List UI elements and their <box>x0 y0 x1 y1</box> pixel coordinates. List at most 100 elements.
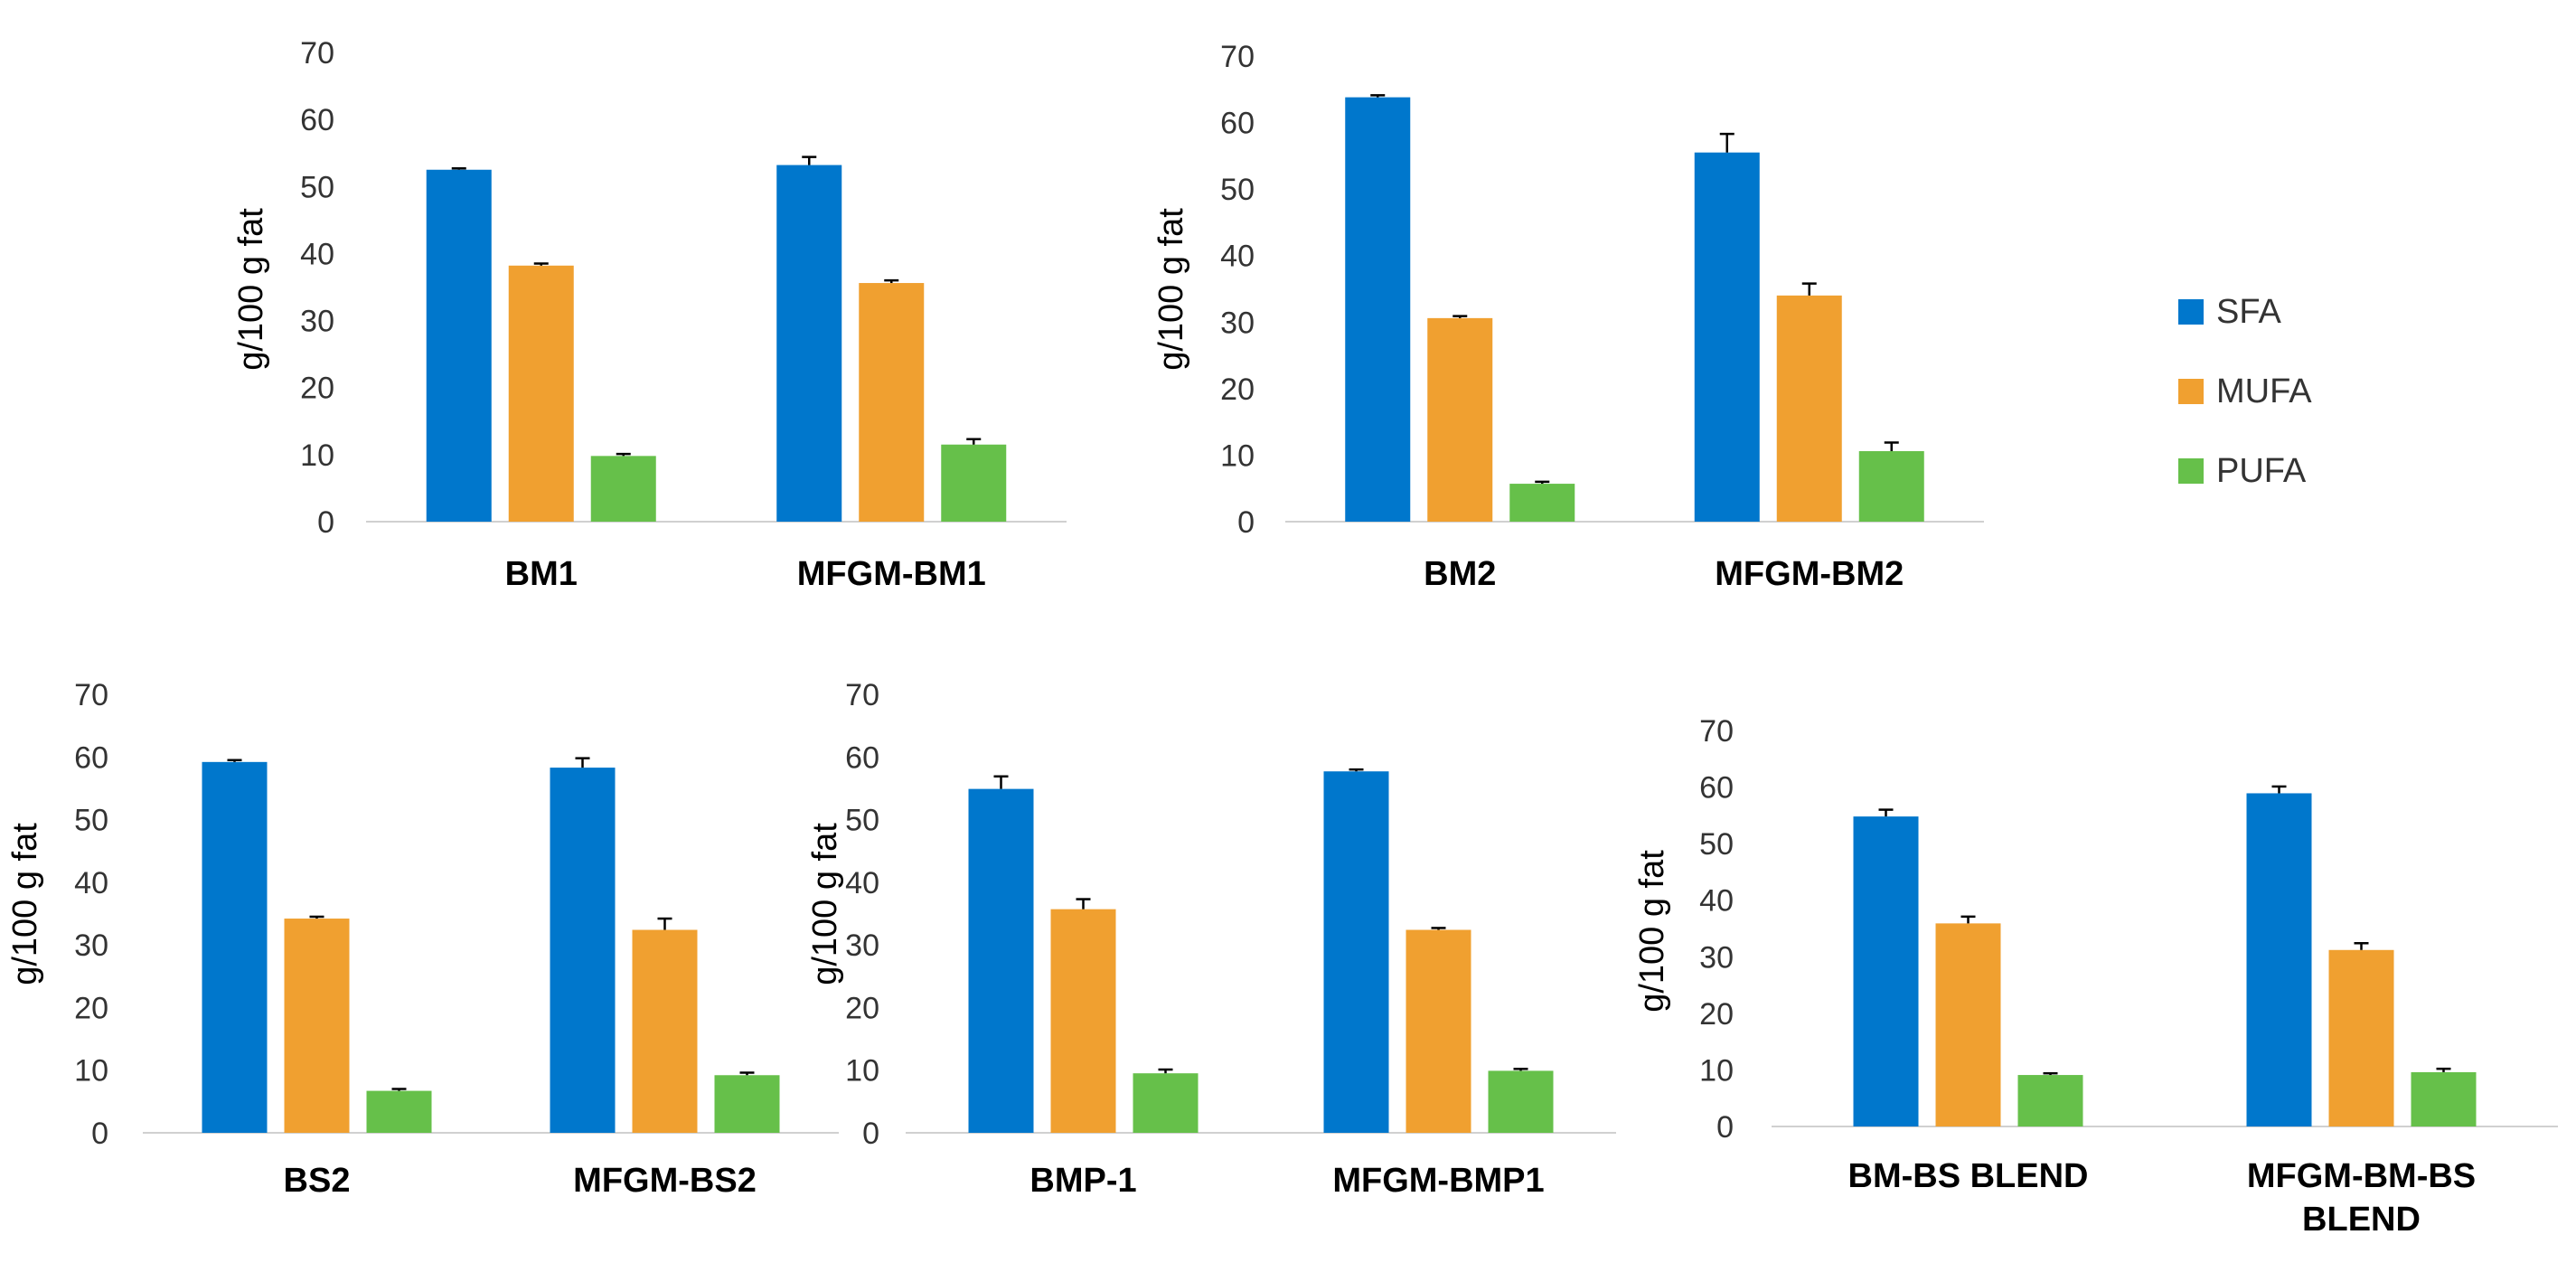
panel2-bar-pufa <box>1858 451 1924 522</box>
panel5-category-label-line: BLEND <box>2302 1201 2421 1239</box>
panel5-ytick-label: 0 <box>1716 1110 1734 1145</box>
panel5-category-label: MFGM-BM-BS BLEND <box>2247 1157 2476 1239</box>
panel4-ytick-label: 30 <box>845 928 879 963</box>
panel1-ylabel: g/100 g fat <box>232 208 270 371</box>
panel4-bar-mufa <box>1406 929 1471 1133</box>
panel2-category-label-line: BM2 <box>1424 555 1496 593</box>
panel4-ytick-label: 10 <box>845 1054 879 1089</box>
panel5-bar-mufa <box>1935 923 2001 1126</box>
panel2-ytick-label: 40 <box>1220 240 1255 274</box>
panel5-bar-pufa <box>2017 1075 2083 1126</box>
panel5-ylabel: g/100 g fat <box>1633 850 1671 1013</box>
panel5-ytick-label: 10 <box>1699 1053 1734 1088</box>
panel2-ytick-label: 20 <box>1220 372 1255 407</box>
panel4-ytick-label: 0 <box>862 1117 879 1151</box>
panel3-ytick-label: 20 <box>74 991 108 1025</box>
panel3-ytick-label: 70 <box>74 678 108 712</box>
panel3-category-label-line: MFGM-BS2 <box>573 1162 757 1200</box>
panel4-bar-pufa <box>1488 1070 1554 1133</box>
panel1-category-label-line: MFGM-BM1 <box>797 555 986 593</box>
panel1-ytick-label: 10 <box>300 438 334 473</box>
panel5-ytick-label: 20 <box>1699 997 1734 1032</box>
panel4-ytick-label: 40 <box>845 866 879 900</box>
legend-swatch-sfa <box>2178 299 2204 325</box>
legend-label-pufa: PUFA <box>2216 451 2307 490</box>
panel3-ylabel: g/100 g fat <box>6 823 44 985</box>
legend-swatch-mufa <box>2178 379 2204 404</box>
panel1-ytick-label: 60 <box>300 103 334 137</box>
panel1-bar-pufa <box>941 444 1007 522</box>
panel3-category-label-line: BS2 <box>284 1162 351 1200</box>
panel4-ytick-label: 70 <box>845 678 879 712</box>
panel3-category-label: MFGM-BS2 <box>573 1162 757 1200</box>
panel2-ytick-label: 60 <box>1220 107 1255 141</box>
panel2-category-label-line: MFGM-BM2 <box>1715 555 1904 593</box>
panel5-bar-pufa <box>2411 1071 2477 1126</box>
panel2-ytick-label: 10 <box>1220 438 1255 473</box>
legend-item-pufa: PUFA <box>2178 448 2306 494</box>
panel4-bar-sfa <box>1323 771 1389 1133</box>
panel3-bar-pufa <box>366 1090 432 1133</box>
panel3-ytick-label: 40 <box>74 866 108 900</box>
panel2-ylabel: g/100 g fat <box>1152 208 1190 371</box>
panel3-ytick-label: 30 <box>74 928 108 963</box>
panel5-category-label-line: BM-BS BLEND <box>1848 1157 2089 1195</box>
panel1-bar-pufa <box>590 456 656 522</box>
panel3-category-label: BS2 <box>284 1162 351 1200</box>
panel4-ytick-label: 20 <box>845 991 879 1025</box>
panel1-ytick-label: 40 <box>300 237 334 271</box>
panel3-bar-mufa <box>284 919 350 1133</box>
panel4-category-label-line: MFGM-BMP1 <box>1332 1162 1544 1200</box>
panel3-ytick-label: 0 <box>91 1117 108 1151</box>
panel4-category-label: BMP-1 <box>1029 1162 1136 1200</box>
panel2-bar-sfa <box>1694 152 1760 522</box>
panel5-bar-mufa <box>2328 949 2394 1126</box>
panel1-ytick-label: 0 <box>317 505 334 540</box>
panel5-ytick-label: 40 <box>1699 884 1734 919</box>
panel5-category-label-line: MFGM-BM-BS <box>2247 1157 2476 1195</box>
panel5-bar-sfa <box>1853 816 1919 1126</box>
panel4-bar-sfa <box>968 788 1034 1133</box>
panel5-category-label: BM-BS BLEND <box>1848 1157 2089 1195</box>
panel3-bar-sfa <box>550 768 616 1133</box>
panel4-category-label-line: BMP-1 <box>1029 1162 1136 1200</box>
panel3-bar-sfa <box>202 761 268 1133</box>
panel4-bar-pufa <box>1133 1073 1199 1133</box>
panel1-ytick-label: 20 <box>300 372 334 406</box>
panel4-bar-mufa <box>1050 909 1116 1133</box>
panel1-category-label-line: BM1 <box>505 555 578 593</box>
panel4-ytick-label: 50 <box>845 804 879 838</box>
panel5-ytick-label: 60 <box>1699 771 1734 806</box>
panel1-ytick-label: 70 <box>300 36 334 71</box>
panel1-category-label: MFGM-BM1 <box>797 555 986 593</box>
legend-label-sfa: SFA <box>2216 292 2281 331</box>
legend: SFA MUFA PUFA <box>2178 289 2413 524</box>
panel1-category-label: BM1 <box>505 555 578 593</box>
panel3-ytick-label: 60 <box>74 740 108 775</box>
panel1-bar-mufa <box>508 265 574 522</box>
panel2-bar-mufa <box>1776 295 1842 522</box>
panel3-bar-pufa <box>714 1075 780 1133</box>
panel1-bar-mufa <box>859 283 925 522</box>
panel1-ytick-label: 50 <box>300 170 334 204</box>
panel5-bar-sfa <box>2246 793 2312 1126</box>
panel2-bar-sfa <box>1345 97 1411 522</box>
panel2-ytick-label: 0 <box>1237 505 1255 540</box>
panel3-ytick-label: 50 <box>74 804 108 838</box>
panel3-bar-mufa <box>632 929 698 1133</box>
panel4-category-label: MFGM-BMP1 <box>1332 1162 1544 1200</box>
legend-swatch-pufa <box>2178 458 2204 484</box>
panel2-bar-mufa <box>1427 317 1493 522</box>
panel1-ytick-label: 30 <box>300 305 334 339</box>
panel1-bar-sfa <box>426 169 492 522</box>
panel2-ytick-label: 30 <box>1220 306 1255 340</box>
panel2-ytick-label: 50 <box>1220 173 1255 207</box>
panel5-ytick-label: 30 <box>1699 940 1734 975</box>
panel2-category-label: BM2 <box>1424 555 1496 593</box>
panel5-ytick-label: 70 <box>1699 714 1734 749</box>
legend-label-mufa: MUFA <box>2216 372 2312 410</box>
legend-item-sfa: SFA <box>2178 289 2281 335</box>
panel2-bar-pufa <box>1509 484 1575 522</box>
panel2-category-label: MFGM-BM2 <box>1715 555 1904 593</box>
